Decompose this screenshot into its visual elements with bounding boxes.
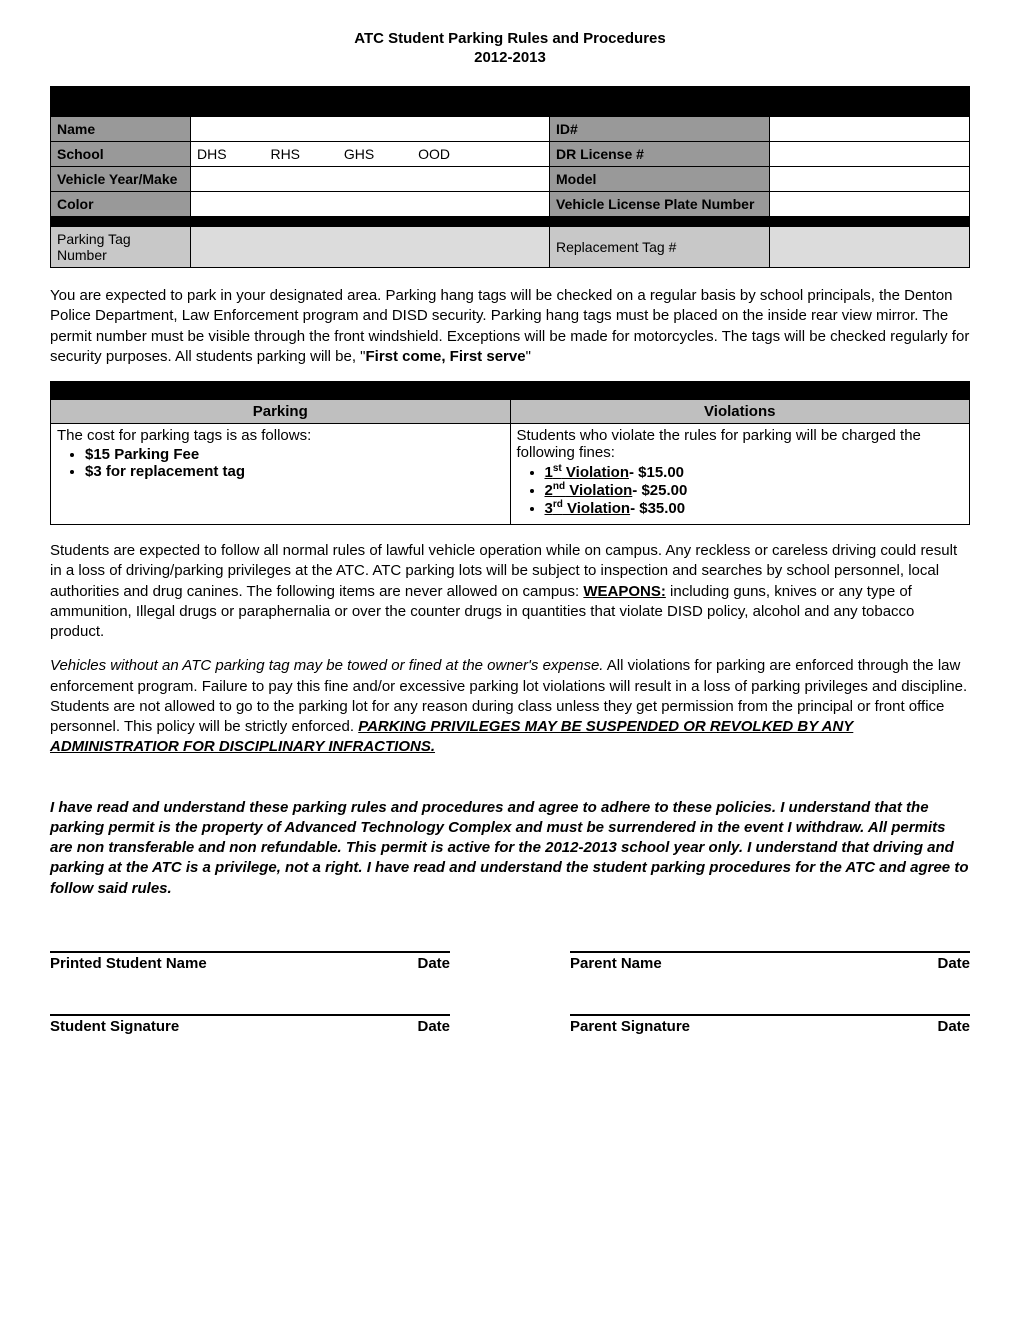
violations-cell: Students who violate the rules for parki… xyxy=(510,424,970,525)
paragraph-designated-area: You are expected to park in your designa… xyxy=(50,286,970,367)
school-options[interactable]: DHS RHS GHS OOD xyxy=(191,142,550,167)
replacement-tag-field[interactable] xyxy=(770,227,970,268)
printed-student-line[interactable] xyxy=(50,935,450,953)
date-label-2: Date xyxy=(937,955,970,972)
date-label-1: Date xyxy=(417,955,450,972)
student-signature-label: Student Signature xyxy=(50,1018,179,1035)
school-rhs[interactable]: RHS xyxy=(270,146,300,162)
student-signature-line[interactable] xyxy=(50,998,450,1016)
agreement-text: I have read and understand these parking… xyxy=(50,798,970,899)
plate-field[interactable] xyxy=(770,192,970,217)
school-ghs[interactable]: GHS xyxy=(344,146,374,162)
violation-2: 2nd Violation- $25.00 xyxy=(545,481,964,499)
tag-number-field[interactable] xyxy=(191,227,550,268)
school-dhs[interactable]: DHS xyxy=(197,146,227,162)
parking-header: Parking xyxy=(51,400,511,424)
name-label: Name xyxy=(51,117,191,142)
parking-violations-table: Parking Violations The cost for parking … xyxy=(50,381,970,525)
violation-3: 3rd Violation- $35.00 xyxy=(545,499,964,517)
info-form-table: Name ID# School DHS RHS GHS OOD DR Licen… xyxy=(50,86,970,268)
date-label-4: Date xyxy=(937,1018,970,1035)
vehicle-ym-field[interactable] xyxy=(191,167,550,192)
plate-label: Vehicle License Plate Number xyxy=(550,192,770,217)
school-ood[interactable]: OOD xyxy=(418,146,450,162)
tag-number-label: Parking Tag Number xyxy=(51,227,191,268)
signature-block: Printed Student Name Date Parent Name Da… xyxy=(50,935,970,1035)
parking-cell: The cost for parking tags is as follows:… xyxy=(51,424,511,525)
vehicle-ym-label: Vehicle Year/Make xyxy=(51,167,191,192)
replacement-fee: $3 for replacement tag xyxy=(85,463,504,480)
parent-name-line[interactable] xyxy=(570,935,970,953)
name-field[interactable] xyxy=(191,117,550,142)
dr-license-label: DR License # xyxy=(550,142,770,167)
page-year: 2012-2013 xyxy=(50,49,970,66)
page-title: ATC Student Parking Rules and Procedures xyxy=(50,30,970,47)
replacement-tag-label: Replacement Tag # xyxy=(550,227,770,268)
model-field[interactable] xyxy=(770,167,970,192)
model-label: Model xyxy=(550,167,770,192)
color-label: Color xyxy=(51,192,191,217)
violations-header: Violations xyxy=(510,400,970,424)
id-field[interactable] xyxy=(770,117,970,142)
printed-student-label: Printed Student Name xyxy=(50,955,207,972)
paragraph-rules: Students are expected to follow all norm… xyxy=(50,541,970,642)
parent-name-label: Parent Name xyxy=(570,955,662,972)
dr-license-field[interactable] xyxy=(770,142,970,167)
date-label-3: Date xyxy=(417,1018,450,1035)
id-label: ID# xyxy=(550,117,770,142)
parent-signature-label: Parent Signature xyxy=(570,1018,690,1035)
paragraph-towing: Vehicles without an ATC parking tag may … xyxy=(50,656,970,757)
color-field[interactable] xyxy=(191,192,550,217)
parking-fee: $15 Parking Fee xyxy=(85,446,504,463)
violation-1: 1st Violation- $15.00 xyxy=(545,463,964,481)
school-label: School xyxy=(51,142,191,167)
parent-signature-line[interactable] xyxy=(570,998,970,1016)
